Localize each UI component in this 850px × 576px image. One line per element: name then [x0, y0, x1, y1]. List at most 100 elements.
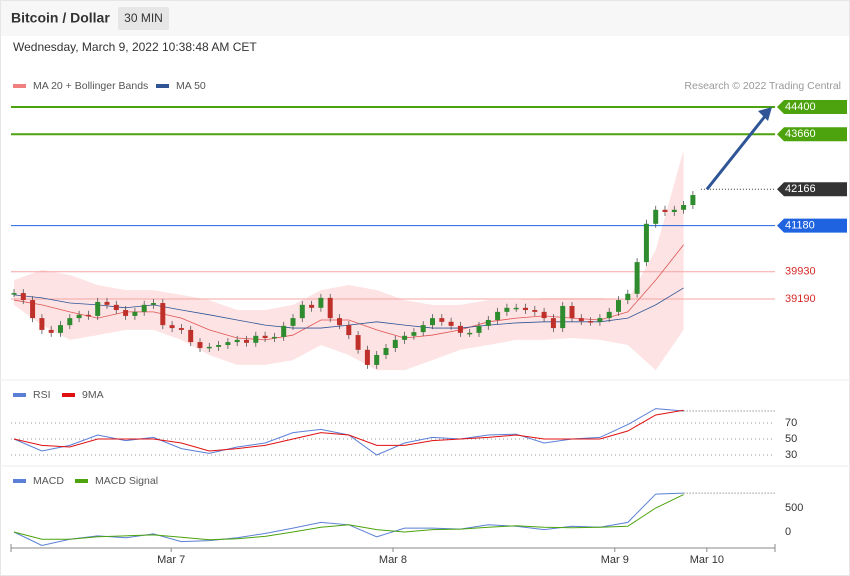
candle — [169, 325, 175, 329]
price-label: 42166 — [785, 183, 816, 195]
candle — [374, 354, 380, 365]
candle — [113, 304, 119, 311]
timeframe: 30 MIN — [124, 11, 163, 25]
candle — [281, 325, 287, 337]
candle — [681, 205, 687, 210]
candle — [467, 332, 473, 335]
candle — [20, 293, 26, 301]
legend-label: MA 20 + Bollinger Bands — [33, 80, 148, 92]
candle — [85, 314, 91, 317]
candle — [30, 300, 36, 319]
candle — [188, 329, 194, 343]
candle — [67, 318, 73, 326]
candle — [392, 339, 398, 348]
legend-swatch — [13, 84, 26, 88]
target-arrow — [705, 114, 768, 191]
x-tick-label: Mar 8 — [379, 554, 407, 566]
legend-swatch — [62, 393, 75, 397]
legend-label: MACD — [33, 475, 64, 487]
candle — [541, 311, 547, 319]
candle — [262, 335, 268, 339]
chart-title: Bitcoin / Dollar — [11, 10, 110, 26]
timestamp: Wednesday, March 9, 2022 10:38:48 AM CET — [13, 40, 257, 54]
candle — [76, 314, 82, 319]
candle — [271, 336, 277, 339]
timeframe-box — [118, 7, 169, 30]
candle — [299, 304, 305, 319]
y-tick-label: 30 — [785, 449, 797, 461]
candle — [588, 321, 594, 323]
candle — [337, 318, 342, 326]
candle — [383, 347, 389, 355]
candle — [11, 293, 17, 295]
candle — [206, 346, 212, 349]
price-label: 43660 — [785, 128, 816, 140]
candle — [597, 318, 603, 322]
x-tick-label: Mar 10 — [690, 554, 724, 566]
candle — [634, 262, 640, 294]
candle — [48, 329, 54, 333]
candle — [569, 305, 575, 319]
candle — [364, 349, 370, 365]
rsi-line — [13, 409, 684, 452]
legend-swatch — [75, 479, 88, 483]
legend-label: MA 50 — [176, 80, 206, 92]
candle — [346, 325, 352, 336]
candle — [578, 318, 584, 322]
y-tick-label: 500 — [785, 502, 803, 514]
candle — [327, 297, 333, 319]
y-tick-label: 50 — [785, 433, 797, 445]
candle — [402, 335, 408, 340]
candle — [318, 297, 324, 308]
legend-swatch — [13, 393, 26, 397]
candle — [151, 303, 156, 305]
candle — [476, 325, 482, 333]
candle — [197, 342, 203, 348]
macd-line — [13, 494, 684, 541]
candle — [653, 209, 659, 224]
candle — [430, 318, 435, 326]
candle — [532, 310, 538, 312]
candle — [244, 339, 249, 343]
rsi-line — [13, 408, 684, 456]
candle — [178, 328, 184, 330]
candle — [411, 332, 417, 336]
candle — [504, 307, 510, 312]
candle — [495, 311, 501, 320]
price-label-box — [777, 218, 847, 233]
candle — [439, 318, 445, 322]
candle — [690, 195, 696, 206]
x-tick-label: Mar 7 — [157, 554, 185, 566]
candle — [290, 318, 296, 326]
y-tick-label: 0 — [785, 526, 791, 538]
candle — [485, 319, 491, 326]
candle — [234, 339, 240, 343]
bollinger-band — [14, 150, 684, 371]
legend-label: 9MA — [82, 389, 104, 401]
candle — [123, 310, 129, 316]
price-label: 41180 — [785, 220, 815, 232]
candle — [355, 335, 361, 350]
candle — [253, 335, 259, 343]
price-label-box — [777, 127, 847, 142]
legend-label: MACD Signal — [95, 475, 158, 487]
candle — [523, 307, 528, 311]
candle — [141, 304, 147, 312]
price-label: 39930 — [785, 266, 816, 278]
candle — [616, 300, 621, 312]
candle — [550, 318, 556, 329]
candle — [309, 304, 315, 308]
candle — [95, 301, 101, 316]
candle — [132, 311, 138, 316]
price-label: 44400 — [785, 101, 816, 113]
candle — [606, 311, 612, 319]
candle — [671, 209, 677, 213]
source: Research © 2022 Trading Central — [684, 80, 841, 92]
legend-swatch — [156, 84, 169, 88]
price-label: 39190 — [785, 293, 816, 305]
candle — [643, 223, 649, 263]
y-tick-label: 70 — [785, 417, 797, 429]
macd-line — [13, 492, 684, 546]
price-label-box — [777, 182, 847, 197]
